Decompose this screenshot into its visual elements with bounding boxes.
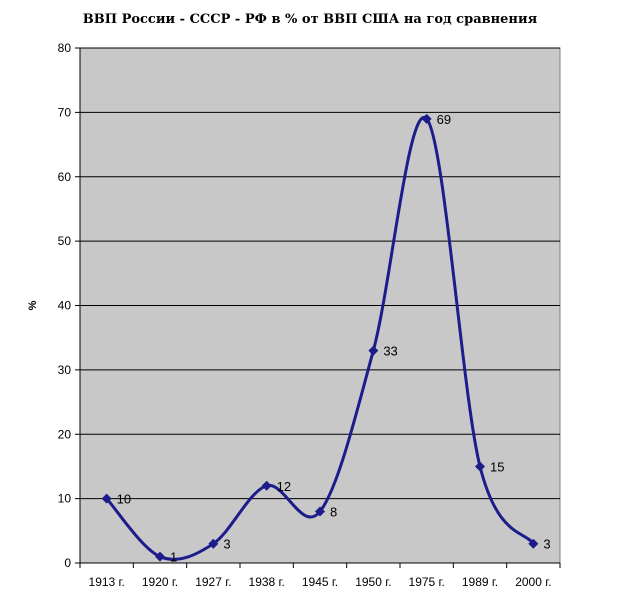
data-label: 12 xyxy=(277,479,291,494)
data-marker xyxy=(261,480,272,491)
data-label: 33 xyxy=(383,344,397,359)
data-marker xyxy=(101,493,112,504)
y-tick-label: 20 xyxy=(58,427,72,441)
data-marker xyxy=(368,345,379,356)
data-label: 10 xyxy=(117,492,131,507)
x-tick-label: 1975 г. xyxy=(409,575,445,589)
x-tick-label: 1989 г. xyxy=(462,575,498,589)
data-label: 69 xyxy=(437,112,451,127)
data-labels: 10 1 3 12 8 33 69 15 3 xyxy=(117,112,551,565)
data-label: 3 xyxy=(543,537,550,552)
y-tick-label: 70 xyxy=(58,105,72,119)
y-tick-labels: 0 10 20 30 40 50 60 70 80 xyxy=(58,41,72,570)
data-markers xyxy=(101,113,539,562)
x-tick-label: 1938 г. xyxy=(249,575,285,589)
data-marker xyxy=(528,538,539,549)
y-tick-label: 30 xyxy=(58,363,72,377)
data-marker xyxy=(475,461,485,472)
data-label: 1 xyxy=(170,550,177,565)
y-tick-label: 0 xyxy=(64,556,71,570)
x-tick-label: 1913 г. xyxy=(89,575,125,589)
y-tick-label: 10 xyxy=(58,492,72,506)
data-marker xyxy=(208,538,219,549)
data-label: 15 xyxy=(490,459,504,474)
chart-title: ВВП России - СССР - РФ в % от ВВП США на… xyxy=(82,12,538,27)
y-tick-label: 50 xyxy=(58,234,72,248)
x-tick-label: 1920 г. xyxy=(142,575,178,589)
axes xyxy=(79,48,561,568)
data-marker xyxy=(155,551,165,562)
x-tick-labels: 1913 г. 1920 г. 1927 г. 1938 г. 1945 г. 1950 … xyxy=(89,575,552,589)
data-label: 8 xyxy=(330,505,337,520)
data-marker xyxy=(421,113,432,124)
x-tick-label: 2000 г. xyxy=(515,575,551,589)
data-marker xyxy=(315,506,325,517)
y-tick-label: 40 xyxy=(58,299,72,313)
y-tick-label: 60 xyxy=(58,170,72,184)
data-label: 3 xyxy=(223,537,230,552)
x-tick-label: 1950 г. xyxy=(355,575,391,589)
y-axis-label: % xyxy=(27,300,39,310)
x-tick-label: 1945 г. xyxy=(302,575,338,589)
grid-lines xyxy=(75,47,560,564)
y-tick-label: 80 xyxy=(58,41,72,55)
x-tick-label: 1927 г. xyxy=(195,575,231,589)
series-line xyxy=(105,115,535,561)
